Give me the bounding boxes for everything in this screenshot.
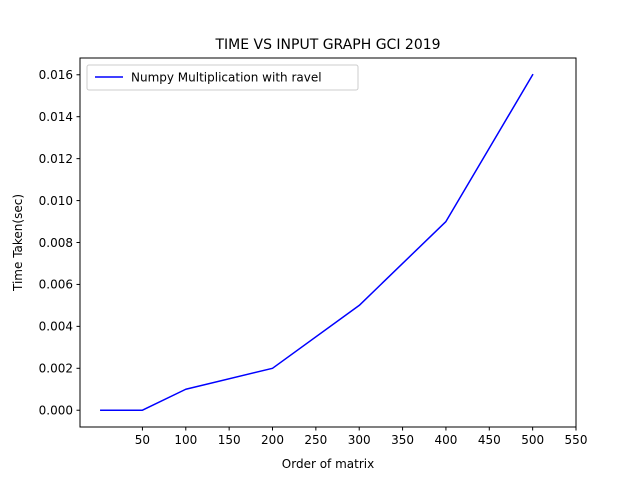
x-tick-label: 250 <box>304 433 327 447</box>
x-tick-label: 350 <box>391 433 414 447</box>
x-axis-label: Order of matrix <box>282 457 374 471</box>
x-tick-label: 400 <box>434 433 457 447</box>
series-layer <box>100 73 534 411</box>
y-axis-ticks: 0.000 0.002 0.004 0.006 0.008 0.010 0.012 0.014… <box>39 68 80 418</box>
legend-entry-label: Numpy Multiplication with ravel <box>131 71 322 85</box>
chart-title: TIME VS INPUT GRAPH GCI 2019 <box>214 37 440 53</box>
y-axis-label: Time Taken(sec) <box>11 194 25 292</box>
x-tick-label: 550 <box>565 433 588 447</box>
y-tick-label: 0.012 <box>39 152 73 166</box>
x-tick-label: 450 <box>478 433 501 447</box>
x-tick-label: 100 <box>174 433 197 447</box>
y-tick-label: 0.004 <box>39 320 73 334</box>
x-tick-label: 150 <box>218 433 241 447</box>
y-tick-label: 0.016 <box>39 68 73 82</box>
x-tick-label: 50 <box>135 433 150 447</box>
y-tick-label: 0.010 <box>39 194 73 208</box>
series-line-0 <box>100 73 534 411</box>
y-tick-label: 0.002 <box>39 362 73 376</box>
legend-box <box>86 64 359 91</box>
x-tick-label: 200 <box>261 433 284 447</box>
x-tick-label: 500 <box>521 433 544 447</box>
y-tick-label: 0.000 <box>39 404 73 418</box>
x-axis-ticks: 50 100 150 200 250 300 350 400 450 500 550 <box>135 427 588 447</box>
y-tick-label: 0.006 <box>39 278 73 292</box>
x-tick-label: 300 <box>348 433 371 447</box>
plot-area-frame <box>79 57 577 428</box>
y-tick-label: 0.008 <box>39 236 73 250</box>
legend: Numpy Multiplication with ravel <box>86 64 359 91</box>
y-tick-label: 0.014 <box>39 110 73 124</box>
